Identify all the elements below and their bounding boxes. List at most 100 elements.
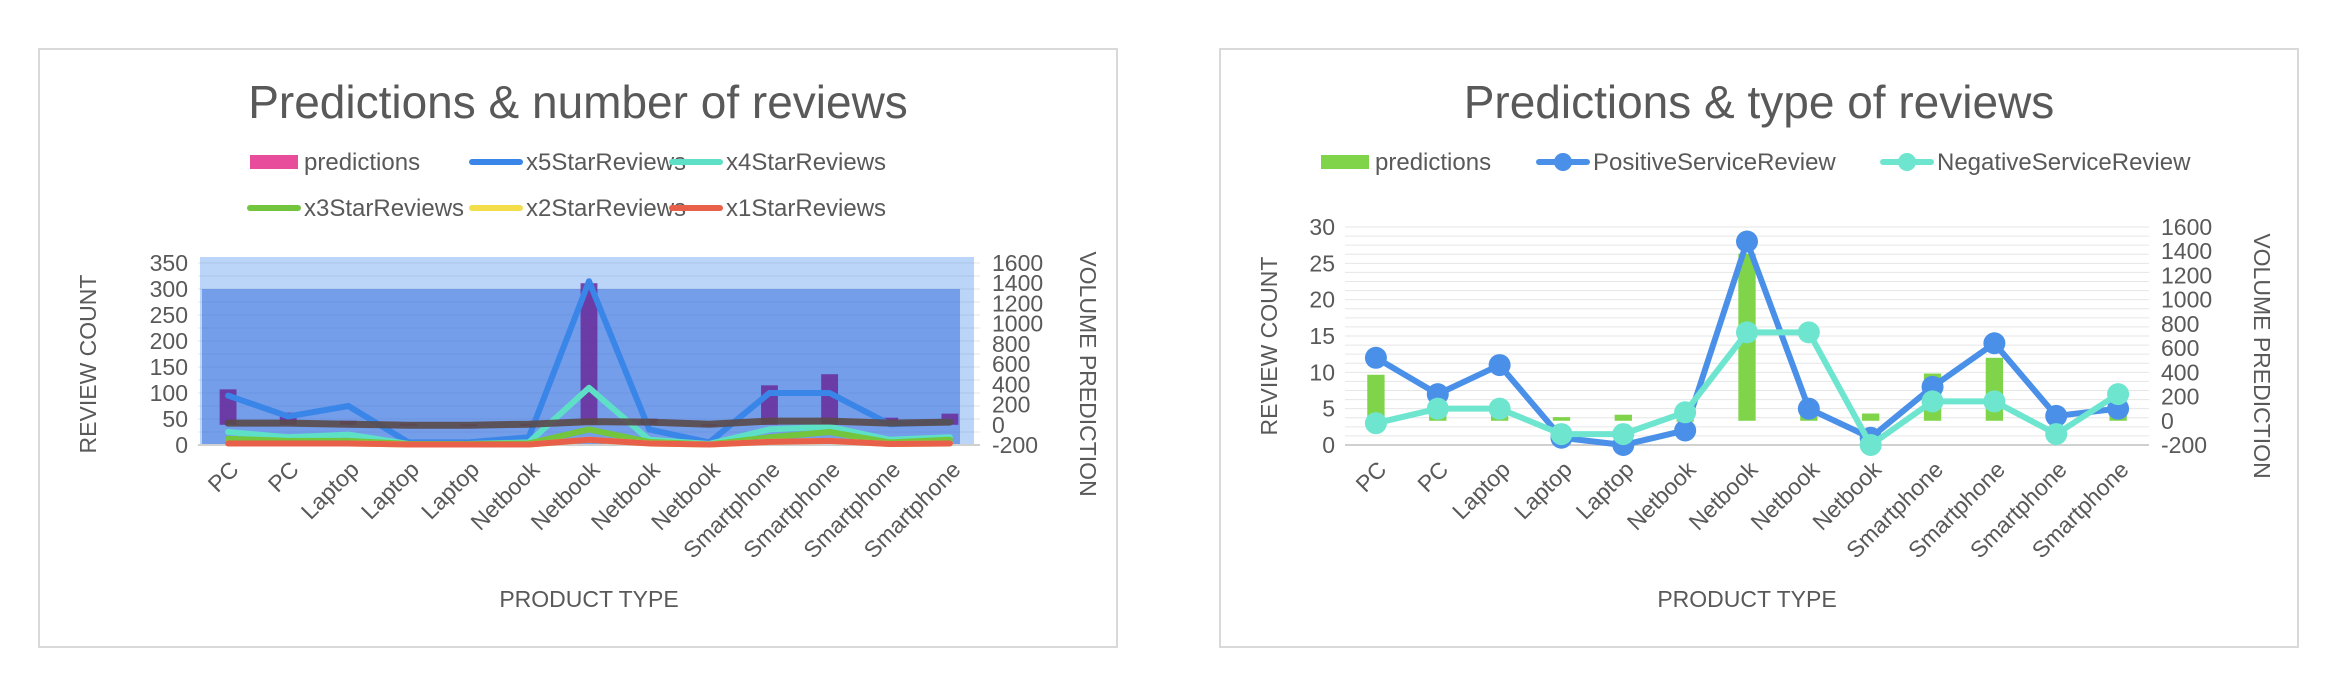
series-line <box>225 278 953 446</box>
point <box>1488 354 1511 377</box>
x-tick-label: Laptop <box>1447 456 1515 524</box>
chart-panel-review-types: Predictions & type of reviews predictions… <box>1219 48 2299 648</box>
x-tick-label: PC <box>203 456 244 497</box>
y-axis-ticks: 0 5 10 15 20 25 30 <box>1309 214 1335 458</box>
point <box>1488 397 1511 420</box>
y2-tick-label: 200 <box>992 392 1030 418</box>
y-tick-label: 25 <box>1309 250 1335 276</box>
series-negativeservicereview <box>1364 321 2130 456</box>
y2-tick-label: 1000 <box>2161 287 2212 313</box>
point <box>2107 383 2130 406</box>
point <box>1859 434 1882 456</box>
legend-label: x5StarReviews <box>526 149 686 176</box>
y2-tick-label: 1200 <box>992 290 1043 316</box>
legend-label: PositiveServiceReview <box>1593 149 1836 176</box>
x-tick-label: Laptop <box>356 456 424 524</box>
y2-tick-label: 1200 <box>2161 262 2212 288</box>
series-x4starreviews <box>225 384 953 447</box>
point <box>1983 390 2006 413</box>
point <box>1550 423 1573 446</box>
y2-tick-label: 1600 <box>992 250 1043 276</box>
y-tick-label: 150 <box>150 354 188 380</box>
bar <box>1862 413 1880 421</box>
y2-tick-label: 1000 <box>992 311 1043 337</box>
y2-tick-label: 1600 <box>2161 214 2212 240</box>
legend-label: x1StarReviews <box>726 195 886 222</box>
legend-item-x1starreviews: x1StarReviews <box>669 195 886 222</box>
legend-item-predictions: predictions <box>1321 149 1491 176</box>
y-tick-label: 20 <box>1309 287 1335 313</box>
legend-label: predictions <box>304 149 420 176</box>
y-tick-label: 250 <box>150 302 188 328</box>
legend-label: x4StarReviews <box>726 149 886 176</box>
y-tick-label: 10 <box>1309 359 1335 385</box>
x-tick-label: PC <box>1412 456 1453 497</box>
y-tick-label: 300 <box>150 276 188 302</box>
trend-line <box>224 417 954 429</box>
point <box>1364 412 1387 435</box>
point <box>1612 423 1635 446</box>
chart-panel-reviews-count: Predictions & number of reviews predictio… <box>38 48 1118 648</box>
x-tick-label: Laptop <box>296 456 364 524</box>
y-tick-label: 200 <box>150 328 188 354</box>
y2-axis-title: VOLUME PREDICTION <box>2249 233 2275 478</box>
y-axis-title: REVIEW COUNT <box>75 275 101 454</box>
point <box>1983 332 2006 355</box>
y2-tick-label: 0 <box>992 412 1005 438</box>
legend-label: x2StarReviews <box>526 195 686 222</box>
legend-swatch <box>250 155 298 169</box>
x-tick-label: Laptop <box>1509 456 1577 524</box>
point <box>1921 390 1944 413</box>
point <box>1797 321 1820 344</box>
point <box>1426 397 1449 420</box>
y-tick-label: 350 <box>150 250 188 276</box>
series-x5starreviews <box>225 278 953 446</box>
series-line <box>225 436 953 448</box>
y-tick-label: 0 <box>1322 432 1335 458</box>
x-axis-title: PRODUCT TYPE <box>1657 586 1836 612</box>
point <box>2045 404 2068 427</box>
chart-title: Predictions & type of reviews <box>1464 76 2055 128</box>
y-tick-label: 15 <box>1309 323 1335 349</box>
y2-tick-label: 0 <box>2161 408 2174 434</box>
y-axis-title: REVIEW COUNT <box>1256 257 1282 436</box>
legend-label: NegativeServiceReview <box>1937 149 2191 176</box>
y2-tick-label: 600 <box>992 351 1030 377</box>
chart-title: Predictions & number of reviews <box>248 76 908 128</box>
legend-marker <box>1554 153 1572 171</box>
point <box>1674 401 1697 424</box>
legend-marker <box>1898 153 1916 171</box>
point <box>1364 346 1387 369</box>
series-trend-overlay <box>224 417 954 429</box>
y2-tick-label: 800 <box>2161 311 2199 337</box>
series-x1starreviews <box>225 436 953 448</box>
y-tick-label: 30 <box>1309 214 1335 240</box>
y-tick-label: 100 <box>150 380 188 406</box>
legend-swatch <box>1321 155 1369 169</box>
y2-tick-label: 200 <box>2161 384 2199 410</box>
y2-tick-label: 600 <box>2161 335 2199 361</box>
x-axis-title: PRODUCT TYPE <box>499 586 678 612</box>
y-tick-label: 5 <box>1322 396 1335 422</box>
legend-item-x4starreviews: x4StarReviews <box>669 149 886 176</box>
legend-item-negativeservicereview: NegativeServiceReview <box>1880 149 2191 176</box>
x-axis-ticks: PC PCLaptopLaptopLaptopNetbookNetbookNetb… <box>203 456 966 563</box>
legend-item-x5starreviews: x5StarReviews <box>469 149 686 176</box>
legend-item-x2starreviews: x2StarReviews <box>469 195 686 222</box>
bar <box>1552 417 1571 421</box>
chart-review-types: Predictions & type of reviews predictions… <box>1256 76 2275 612</box>
point <box>2045 423 2068 446</box>
y2-tick-label: -200 <box>992 432 1038 458</box>
y2-tick-label: 1400 <box>2161 238 2212 264</box>
legend-item-positiveservicereview: PositiveServiceReview <box>1536 149 1836 176</box>
point <box>1797 397 1820 420</box>
series-line <box>225 384 953 447</box>
legend-label: x3StarReviews <box>304 195 464 222</box>
bar <box>1614 414 1632 421</box>
y2-tick-label: 1400 <box>992 270 1043 296</box>
x-tick-label: PC <box>1350 456 1391 497</box>
x-tick-label: PC <box>263 456 304 497</box>
